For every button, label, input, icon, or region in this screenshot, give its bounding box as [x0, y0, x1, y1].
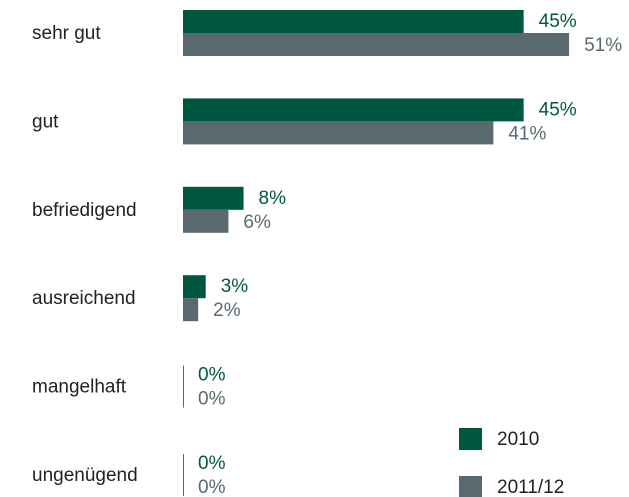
category-label: sehr gut	[32, 23, 101, 44]
value-label: 51%	[584, 35, 622, 56]
bar	[183, 275, 206, 299]
value-label: 41%	[508, 123, 546, 144]
value-label: 45%	[539, 99, 577, 120]
value-label: 0%	[198, 453, 226, 474]
category-label: befriedigend	[32, 200, 137, 221]
legend-swatch	[459, 428, 482, 450]
bar	[183, 98, 524, 122]
legend-label: 2011/12	[497, 477, 564, 497]
bar	[183, 298, 199, 322]
category-label: mangelhaft	[32, 377, 127, 398]
value-label: 2%	[213, 300, 241, 321]
value-label: 6%	[243, 212, 271, 233]
bar	[183, 10, 524, 33]
value-label: 0%	[198, 365, 226, 386]
category-label: gut	[32, 111, 59, 132]
bar	[183, 209, 229, 233]
value-label: 3%	[221, 276, 249, 297]
value-label: 45%	[539, 11, 577, 32]
legend-swatch	[459, 476, 482, 497]
legend-label: 2010	[497, 429, 539, 450]
value-label: 0%	[198, 389, 226, 410]
bar	[183, 186, 244, 210]
bar	[183, 121, 494, 145]
value-label: 8%	[259, 188, 287, 209]
category-label: ungenügend	[32, 465, 138, 486]
value-label: 0%	[198, 477, 226, 497]
category-label: ausreichend	[32, 288, 136, 309]
bar	[183, 33, 570, 56]
